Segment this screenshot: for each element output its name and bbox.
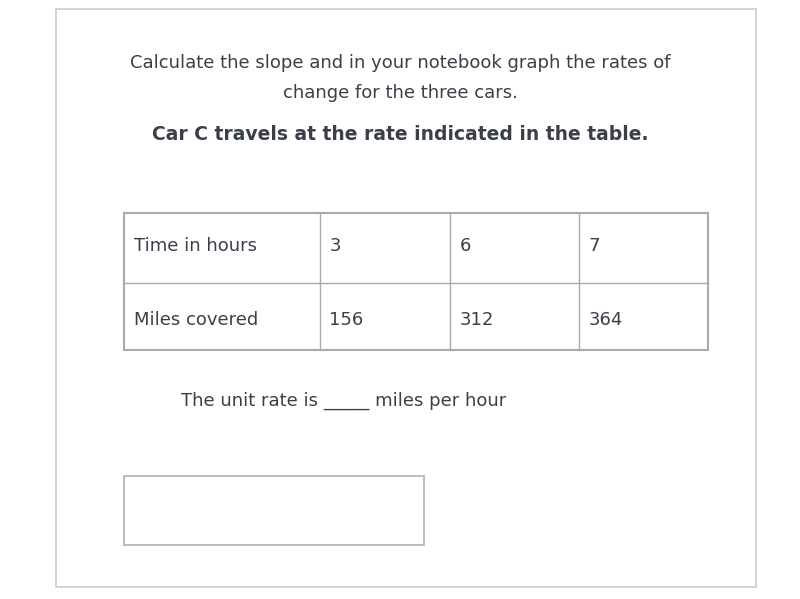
Text: Calculate the slope and in your notebook graph the rates of: Calculate the slope and in your notebook… — [130, 54, 670, 72]
Bar — [124, 476, 424, 545]
Text: Car C travels at the rate indicated in the table.: Car C travels at the rate indicated in t… — [152, 125, 648, 144]
Text: 156: 156 — [330, 311, 363, 329]
Text: 364: 364 — [589, 311, 623, 329]
Text: 6: 6 — [459, 237, 471, 255]
Text: 3: 3 — [330, 237, 341, 255]
Text: 312: 312 — [459, 311, 494, 329]
Text: Time in hours: Time in hours — [134, 237, 257, 255]
Text: The unit rate is _____ miles per hour: The unit rate is _____ miles per hour — [182, 392, 506, 410]
Text: 7: 7 — [589, 237, 600, 255]
Text: change for the three cars.: change for the three cars. — [282, 84, 518, 102]
Text: Miles covered: Miles covered — [134, 311, 258, 329]
Bar — [124, 213, 708, 350]
